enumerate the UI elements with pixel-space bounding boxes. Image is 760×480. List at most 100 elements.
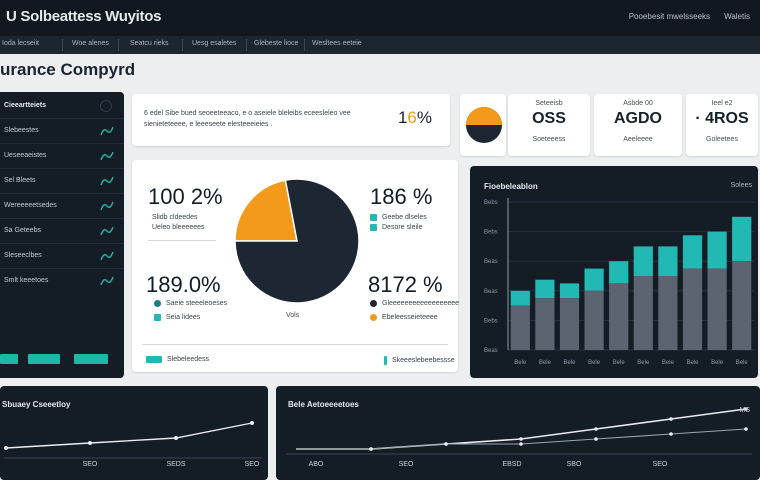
nav-item-6[interactable]: Wesltees eeteie [312, 40, 362, 47]
data-point[interactable] [519, 437, 523, 441]
sidebar: Cieeartteiets Slebeestes Ueseeaeistes Sel … [0, 92, 124, 378]
data-point[interactable] [669, 417, 673, 421]
sidebar-button-1[interactable] [0, 354, 18, 364]
data-point[interactable] [669, 432, 673, 436]
footer-item: Skeeeslebeebessse [384, 356, 455, 365]
app-title: U Solbeattess Wuyitos [6, 8, 162, 25]
nav-item-4[interactable]: Uesg esaletes [192, 40, 237, 47]
bar-upper[interactable] [633, 246, 653, 276]
kpi-card-1[interactable]: Seteeisb OSS Soeteeess [508, 94, 590, 156]
data-point[interactable] [444, 442, 448, 446]
account-link[interactable]: Pooebesit mwelsseeks [628, 12, 711, 21]
sidebar-item[interactable]: Slebeestes [0, 118, 124, 142]
legend-label: Geebe dlseles [382, 214, 427, 221]
data-point[interactable] [174, 436, 178, 440]
bar-upper[interactable] [559, 283, 580, 299]
data-point[interactable] [594, 427, 598, 431]
bar-lower[interactable] [682, 268, 703, 350]
sidebar-item[interactable]: Sa Geteebs [0, 218, 124, 242]
teal-dot [154, 300, 161, 307]
nav-divider [62, 39, 63, 51]
bar-lower[interactable] [535, 298, 555, 350]
pie-stat-top-left: 100 2% [148, 184, 223, 209]
intro-pct-accent: 6 [407, 108, 417, 127]
teal-swatch [146, 356, 162, 363]
sidebar-item[interactable]: Sleseeclbes [0, 243, 124, 267]
sidebar-item[interactable]: Ueseeaeistes [0, 143, 124, 167]
sidebar-item[interactable]: Wereeeeetsedes [0, 193, 124, 217]
data-point[interactable] [250, 421, 254, 425]
bar-upper[interactable] [682, 235, 703, 269]
sidebar-button-3[interactable] [74, 354, 108, 364]
bar-upper[interactable] [535, 279, 555, 299]
x-tick-label: SEO [245, 461, 260, 468]
bar-lower[interactable] [633, 276, 653, 350]
trend-icon [100, 201, 114, 211]
nav-divider [182, 39, 183, 51]
nav-item-3[interactable]: Seatcu rieks [130, 40, 169, 47]
trend-icon [100, 276, 114, 286]
pie-card: 100 2% Slidb cldeedes Ueleo bleeeeees 18… [132, 160, 459, 372]
sidebar-item-label: Wereeeeetsedes [4, 202, 57, 209]
y-tick-label: Beas [484, 259, 498, 265]
sidebar-item-label: Slebeestes [4, 127, 39, 134]
bar-lower[interactable] [609, 283, 629, 350]
nav-item-1[interactable]: Ioda lecseiit [2, 40, 39, 47]
legend-item: Saeie steeeleoeses [154, 300, 227, 307]
bar-upper[interactable] [658, 246, 678, 276]
mini-pie-slice [466, 107, 502, 125]
bar-upper[interactable] [707, 231, 727, 269]
bar-lower[interactable] [732, 261, 752, 350]
data-point[interactable] [519, 442, 523, 446]
data-point[interactable] [369, 447, 373, 451]
nav-divider [118, 39, 119, 51]
data-point[interactable] [594, 437, 598, 441]
data-point[interactable] [744, 427, 748, 431]
legend-item: Gleeeeeeeeeeeeeeeeee [370, 300, 459, 307]
x-tick-label: SBO [567, 461, 582, 468]
x-tick-label: ABO [309, 461, 324, 468]
bar-upper[interactable] [510, 290, 530, 306]
intro-percentage: 16% [398, 108, 432, 128]
bar-chart-panel: Fioebeleablon Solees Bebs Bebs Beas Beas Beb… [470, 166, 758, 378]
bar-lower[interactable] [559, 298, 580, 350]
sidebar-item[interactable]: Smlt keeetoes [0, 268, 124, 292]
kpi-card-2[interactable]: Asbde 00 AGDO Aeeleeee [594, 94, 682, 156]
bar-lower[interactable] [707, 268, 727, 350]
legend-item: Desore sleile [370, 224, 422, 231]
x-tick-label: Bele [662, 360, 675, 366]
bar-upper[interactable] [609, 261, 629, 284]
pie-slice[interactable] [234, 179, 298, 242]
top-bar: U Solbeattess Wuyitos Pooebesit mwelssee… [0, 0, 760, 36]
y-tick-label: Bebs [484, 318, 498, 324]
kpi-label: Aeeleeee [623, 136, 653, 143]
sidebar-button-2[interactable] [28, 354, 60, 364]
legend-item: Slidb cldeedes [152, 214, 198, 221]
x-tick-label: SEDS [166, 461, 185, 468]
nav-item-5[interactable]: Glebeste lioce [254, 40, 299, 47]
kpi-card-3[interactable]: Ieel e2 · 4ROS Goleetees [686, 94, 758, 156]
data-point[interactable] [88, 441, 92, 445]
data-point[interactable] [744, 407, 748, 411]
pie-slice[interactable] [234, 178, 360, 304]
sidebar-item[interactable]: Sel Bleets [0, 168, 124, 192]
bar-lower[interactable] [658, 276, 678, 350]
nav-item-2[interactable]: Woe alenes [72, 40, 109, 47]
legend-label: Slidb cldeedes [152, 214, 198, 221]
legend-label: Ebeleesseieteeee [382, 314, 438, 321]
user-link[interactable]: Waletis [724, 12, 750, 21]
line-chart-panel-2: Bele Aetoeeeetoes ABO SEO EBSD SBO SEO MS [276, 386, 760, 480]
kpi-label: Goleetees [706, 136, 738, 143]
bar-lower[interactable] [584, 290, 604, 350]
bar-lower[interactable] [510, 305, 530, 350]
legend-item: Ebeleesseieteeee [370, 314, 438, 321]
bar-upper[interactable] [584, 268, 604, 291]
bar-upper[interactable] [732, 216, 752, 262]
kpi-pie-card[interactable] [460, 94, 506, 156]
sidebar-item-label: Sel Bleets [4, 177, 36, 184]
x-tick-label: Bele [736, 360, 749, 366]
data-point[interactable] [4, 446, 8, 450]
sidebar-toggle-icon[interactable] [100, 100, 112, 112]
x-tick-label: SEO [399, 461, 414, 468]
intro-pct-prefix: 1 [397, 108, 408, 127]
